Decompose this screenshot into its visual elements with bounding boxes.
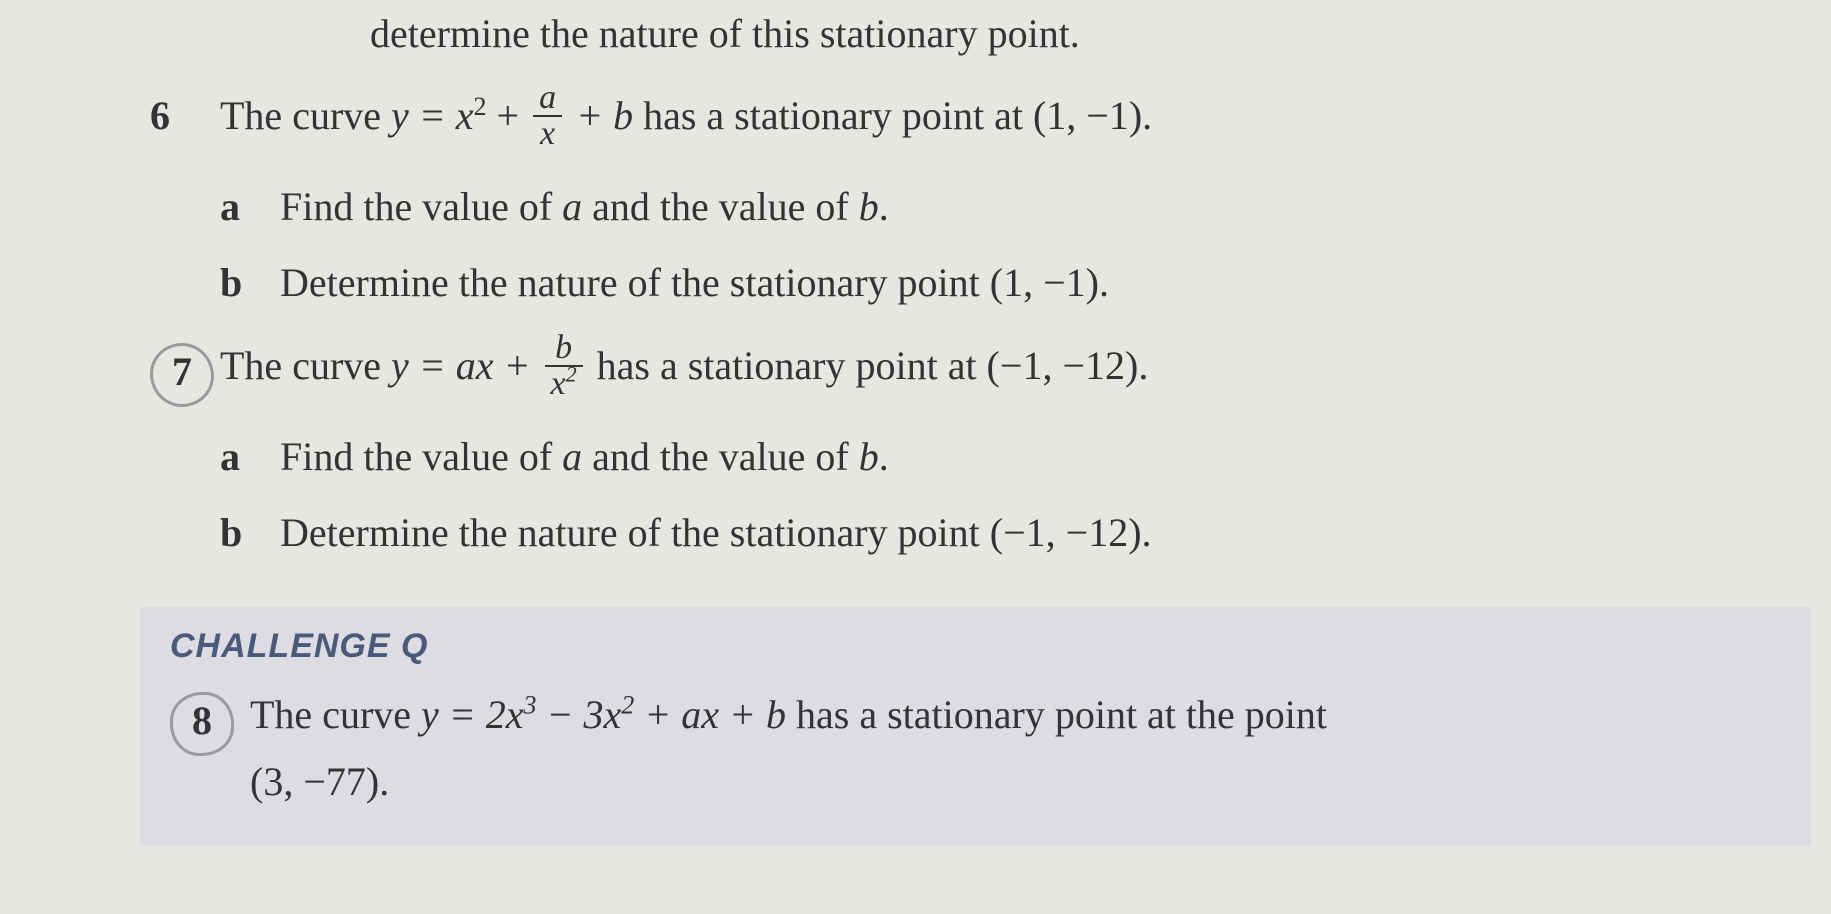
question-8-stem: The curve y = 2x3 − 3x2 + ax + b has a s… bbox=[250, 691, 1327, 739]
question-8-line2: (3, −77). bbox=[250, 758, 1781, 806]
question-number-6: 6 bbox=[150, 92, 220, 140]
q7a-pre: Find the value of bbox=[280, 434, 562, 479]
q8-eq: y = 2x3 − 3x2 + ax + b bbox=[421, 692, 786, 737]
q6-eq-lhs: y = x bbox=[391, 93, 474, 138]
question-6b-text: Determine the nature of the stationary p… bbox=[280, 259, 1109, 307]
q7-eq-lhs: y = ax + bbox=[391, 343, 541, 388]
question-6: 6 The curve y = x2 + a x + b has a stati… bbox=[150, 85, 1781, 155]
q7-frac-num: b bbox=[545, 331, 583, 367]
challenge-box: CHALLENGE Q 8 The curve y = 2x3 − 3x2 + … bbox=[140, 607, 1811, 846]
q6a-var-a: a bbox=[562, 184, 582, 229]
q8-stem-post: has a stationary point at the point bbox=[796, 692, 1327, 737]
q6a-pre: Find the value of bbox=[280, 184, 562, 229]
q7a-end: . bbox=[879, 434, 889, 479]
q7-frac-den-base: x bbox=[551, 365, 566, 402]
q6-eq-tail: + b bbox=[576, 93, 633, 138]
circled-number-icon: 7 bbox=[150, 343, 214, 407]
circled-number-icon: 8 bbox=[170, 692, 234, 756]
q6-stem-pre: The curve bbox=[220, 93, 391, 138]
question-7b-text: Determine the nature of the stationary p… bbox=[280, 509, 1152, 557]
question-6b: b Determine the nature of the stationary… bbox=[220, 259, 1781, 307]
q7-stem-pre: The curve bbox=[220, 343, 391, 388]
intro-text: determine the nature of this stationary … bbox=[370, 10, 1781, 57]
q6a-end: . bbox=[879, 184, 889, 229]
q7-fraction: b x2 bbox=[545, 331, 583, 401]
q8-point: (3, −77). bbox=[250, 758, 389, 806]
q6-sup1: 2 bbox=[474, 92, 487, 121]
question-7-stem: The curve y = ax + b x2 has a stationary… bbox=[220, 335, 1148, 405]
question-7: 7 The curve y = ax + b x2 has a stationa… bbox=[150, 335, 1781, 405]
question-number-8-wrap: 8 bbox=[170, 686, 250, 750]
subpart-label-6b: b bbox=[220, 259, 280, 307]
question-8: 8 The curve y = 2x3 − 3x2 + ax + b has a… bbox=[170, 686, 1781, 750]
q7a-var-b: b bbox=[859, 434, 879, 479]
subpart-label-7b: b bbox=[220, 509, 280, 557]
q7-frac-den-sup: 2 bbox=[566, 362, 577, 387]
challenge-title: CHALLENGE Q bbox=[170, 627, 1781, 666]
question-7a: a Find the value of a and the value of b… bbox=[220, 433, 1781, 481]
q7a-mid: and the value of bbox=[582, 434, 859, 479]
page: determine the nature of this stationary … bbox=[0, 10, 1831, 846]
question-6a: a Find the value of a and the value of b… bbox=[220, 183, 1781, 231]
q8-stem-pre: The curve bbox=[250, 692, 421, 737]
question-7a-text: Find the value of a and the value of b. bbox=[280, 433, 889, 481]
question-6a-text: Find the value of a and the value of b. bbox=[280, 183, 889, 231]
q7a-var-a: a bbox=[562, 434, 582, 479]
question-6-stem: The curve y = x2 + a x + b has a station… bbox=[220, 85, 1152, 155]
q7-frac-den: x2 bbox=[545, 367, 583, 401]
q6-fraction: a x bbox=[533, 81, 562, 151]
q6-stem-post: has a stationary point at (1, −1). bbox=[643, 93, 1152, 138]
q6-frac-den: x bbox=[533, 117, 562, 151]
q7-stem-post: has a stationary point at (−1, −12). bbox=[597, 343, 1149, 388]
question-number-7-wrap: 7 bbox=[150, 337, 220, 401]
subpart-label-7a: a bbox=[220, 433, 280, 481]
question-7b: b Determine the nature of the stationary… bbox=[220, 509, 1781, 557]
q6a-var-b: b bbox=[859, 184, 879, 229]
q6-plus: + bbox=[497, 93, 530, 138]
q6-frac-num: a bbox=[533, 81, 562, 117]
q6a-mid: and the value of bbox=[582, 184, 859, 229]
subpart-label-6a: a bbox=[220, 183, 280, 231]
